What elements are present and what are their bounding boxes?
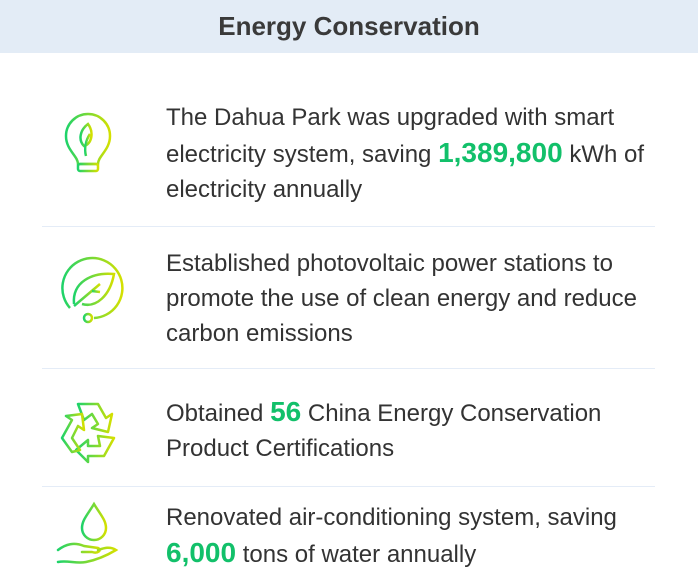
highlight-value: 6,000 <box>166 537 237 568</box>
highlight-value: 1,389,800 <box>438 137 563 168</box>
hand-water-drop-icon <box>56 501 119 564</box>
header: Energy Conservation <box>0 0 698 53</box>
page-title: Energy Conservation <box>218 11 480 41</box>
highlight-value: 56 <box>270 396 302 427</box>
lightbulb-leaf-icon <box>64 112 112 180</box>
leaf-plug-icon <box>61 256 124 324</box>
recycle-icon <box>60 402 116 464</box>
divider <box>42 368 655 369</box>
divider <box>42 486 655 487</box>
divider <box>42 226 655 227</box>
